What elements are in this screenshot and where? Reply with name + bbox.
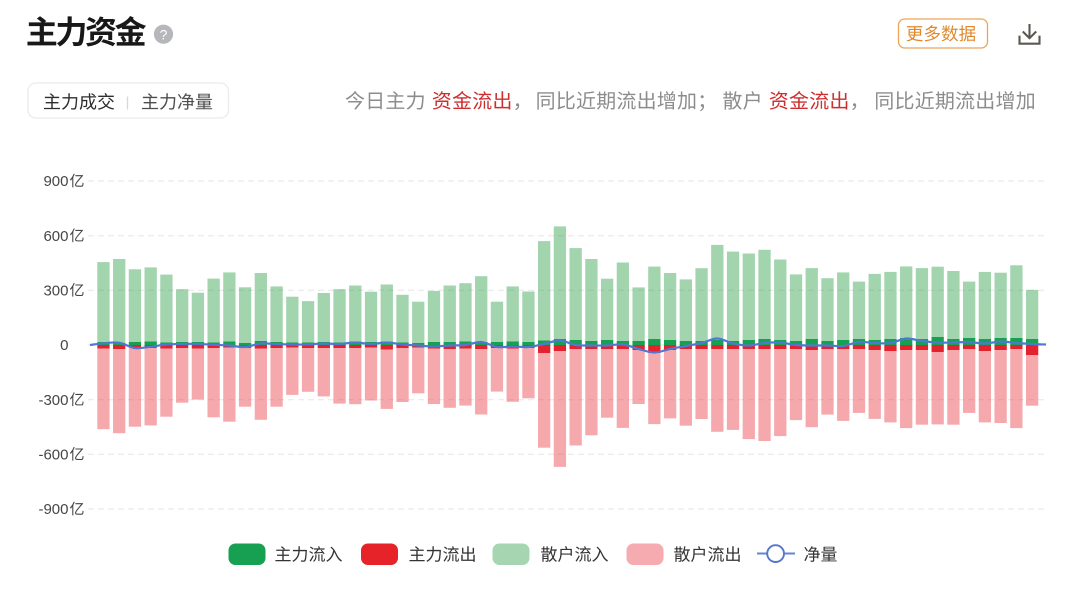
svg-text:?: ? — [160, 27, 168, 43]
svg-text:600: 600 — [43, 228, 68, 245]
svg-text:300: 300 — [43, 283, 68, 300]
svg-text:-300: -300 — [38, 392, 68, 409]
svg-text:-900: -900 — [38, 501, 68, 518]
svg-text:900: 900 — [43, 173, 68, 190]
svg-text:-600: -600 — [38, 447, 68, 464]
svg-text:0: 0 — [60, 337, 68, 354]
